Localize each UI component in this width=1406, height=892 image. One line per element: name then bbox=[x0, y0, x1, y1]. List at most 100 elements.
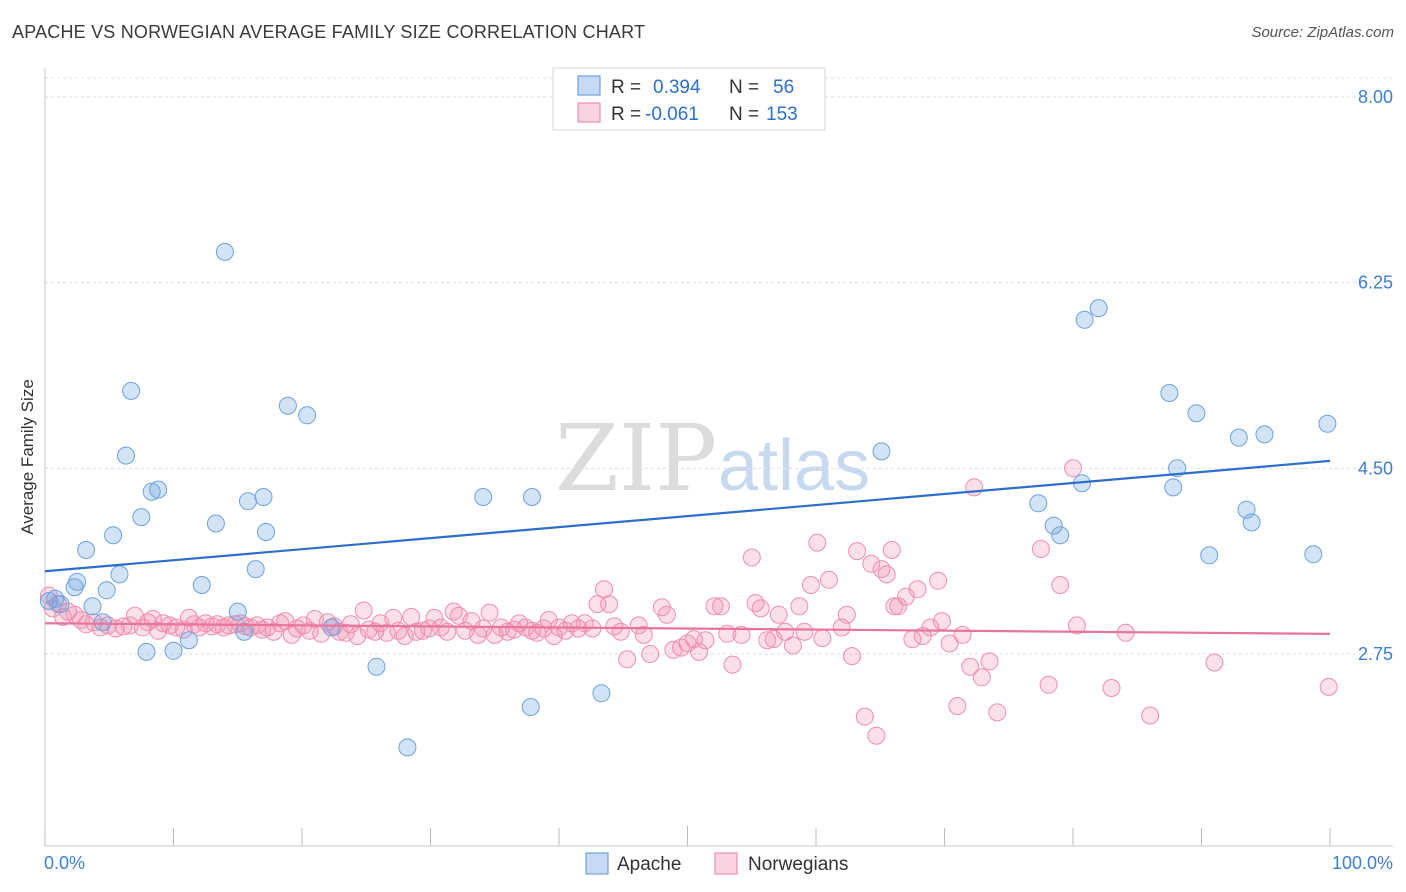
apache-point-8 bbox=[97, 581, 116, 600]
legend-norwegians-label: Norwegians bbox=[748, 854, 848, 875]
norwegians-point-121 bbox=[783, 636, 802, 655]
norwegians-point-139 bbox=[889, 597, 908, 616]
norwegians-point-51 bbox=[341, 615, 360, 634]
norwegians-point-151 bbox=[965, 478, 984, 497]
apache-point-32 bbox=[398, 738, 417, 757]
apache-point-19 bbox=[192, 576, 211, 594]
norwegians-point-156 bbox=[1039, 675, 1058, 694]
norwegians-point-133 bbox=[862, 554, 881, 573]
norwegians-point-163 bbox=[1205, 653, 1224, 672]
apache-point-45 bbox=[1164, 478, 1183, 497]
apache-point-9 bbox=[104, 526, 123, 545]
y-axis-title: Average Family Size bbox=[18, 379, 37, 535]
norwegians-point-120 bbox=[776, 622, 795, 641]
norwegians-point-130 bbox=[843, 647, 861, 666]
norwegians-point-132 bbox=[855, 707, 874, 726]
norwegians-point-57 bbox=[377, 623, 396, 642]
norwegians-point-150 bbox=[961, 657, 980, 676]
norwegians-point-118 bbox=[764, 630, 783, 649]
norwegians-point-12 bbox=[114, 617, 133, 636]
norwegians-point-127 bbox=[819, 570, 838, 589]
series-apache-points bbox=[39, 242, 1337, 757]
norwegians-point-112 bbox=[723, 655, 742, 674]
norwegians-point-136 bbox=[877, 565, 896, 584]
norwegians-point-160 bbox=[1102, 679, 1121, 697]
norwegians-point-107 bbox=[690, 642, 709, 661]
y-tick-label-3: 8.00 bbox=[1358, 87, 1393, 107]
apache-point-26 bbox=[254, 488, 273, 506]
norwegians-point-157 bbox=[1051, 576, 1070, 594]
apache-point-43 bbox=[1089, 299, 1108, 318]
apache-point-31 bbox=[367, 657, 386, 676]
apache-legend-swatch bbox=[577, 75, 601, 96]
apache-point-14 bbox=[137, 642, 156, 661]
norwegians-point-131 bbox=[848, 542, 867, 561]
norwegians-point-114 bbox=[742, 548, 761, 567]
norwegians-point-124 bbox=[801, 576, 820, 594]
apache-n-label: N = bbox=[729, 77, 759, 98]
norwegians-point-125 bbox=[808, 533, 827, 552]
watermark: ZIP atlas bbox=[555, 405, 870, 512]
norwegians-point-109 bbox=[705, 597, 724, 616]
apache-point-4 bbox=[68, 572, 87, 591]
apache-point-13 bbox=[132, 508, 151, 527]
legend-apache-swatch bbox=[585, 852, 609, 875]
norwegians-point-142 bbox=[908, 580, 927, 599]
y-tick-labels: 2.75 4.50 6.25 8.00 bbox=[1358, 87, 1393, 664]
apache-point-1 bbox=[46, 589, 65, 608]
norwegians-point-123 bbox=[795, 622, 814, 641]
norwegians-point-108 bbox=[696, 631, 715, 650]
norwegians-point-99 bbox=[634, 625, 653, 644]
norwegians-legend-swatch bbox=[577, 102, 601, 123]
norwegians-point-159 bbox=[1067, 616, 1086, 635]
norwegians-point-113 bbox=[732, 625, 751, 644]
apache-point-54 bbox=[1318, 414, 1337, 433]
legend-apache-label: Apache bbox=[617, 854, 681, 875]
norwegians-point-153 bbox=[980, 652, 999, 671]
apache-point-47 bbox=[1187, 404, 1206, 423]
apache-point-33 bbox=[474, 488, 493, 506]
apache-n-value: 56 bbox=[773, 77, 794, 98]
apache-point-7 bbox=[93, 613, 112, 632]
apache-point-49 bbox=[1229, 428, 1248, 447]
apache-point-53 bbox=[1304, 545, 1323, 564]
norwegians-point-152 bbox=[972, 668, 991, 687]
norwegians-point-100 bbox=[641, 645, 660, 663]
norwegians-point-144 bbox=[921, 618, 940, 637]
norwegians-point-140 bbox=[897, 587, 915, 606]
apache-point-18 bbox=[179, 631, 198, 650]
apache-point-30 bbox=[322, 618, 341, 637]
source-label: Source: ZipAtlas.com bbox=[1251, 24, 1394, 41]
norwegians-point-164 bbox=[1319, 677, 1338, 696]
norwegians-r-label: R = bbox=[611, 104, 641, 125]
apache-point-38 bbox=[1029, 494, 1048, 513]
chart-title: APACHE VS NORWEGIAN AVERAGE FAMILY SIZE … bbox=[12, 22, 646, 42]
trend-line-norwegians bbox=[44, 622, 1331, 635]
y-tick-label-1: 4.50 bbox=[1358, 458, 1393, 478]
apache-point-15 bbox=[142, 482, 161, 501]
norwegians-point-110 bbox=[711, 597, 730, 616]
norwegians-point-119 bbox=[769, 605, 788, 624]
norwegians-point-134 bbox=[867, 726, 886, 745]
y-tick-label-0: 2.75 bbox=[1358, 644, 1393, 664]
apache-point-21 bbox=[215, 242, 234, 261]
x-axis-ticks bbox=[44, 826, 1331, 846]
norwegians-point-149 bbox=[953, 625, 972, 644]
norwegians-point-116 bbox=[751, 599, 770, 618]
apache-point-5 bbox=[77, 541, 96, 559]
norwegians-point-115 bbox=[746, 594, 765, 613]
norwegians-point-53 bbox=[354, 601, 373, 620]
norwegians-point-145 bbox=[929, 571, 948, 590]
norwegians-r-value: -0.061 bbox=[645, 104, 699, 125]
trend-line-apache bbox=[44, 459, 1331, 573]
norwegians-n-label: N = bbox=[729, 104, 759, 125]
norwegians-point-96 bbox=[611, 622, 630, 641]
apache-point-27 bbox=[257, 523, 275, 541]
norwegians-point-135 bbox=[872, 560, 891, 579]
apache-point-12 bbox=[122, 381, 141, 400]
norwegians-point-138 bbox=[885, 597, 904, 616]
norwegians-point-55 bbox=[366, 622, 385, 641]
apache-point-22 bbox=[228, 602, 247, 621]
norwegians-point-117 bbox=[758, 631, 777, 650]
apache-point-36 bbox=[592, 684, 611, 703]
